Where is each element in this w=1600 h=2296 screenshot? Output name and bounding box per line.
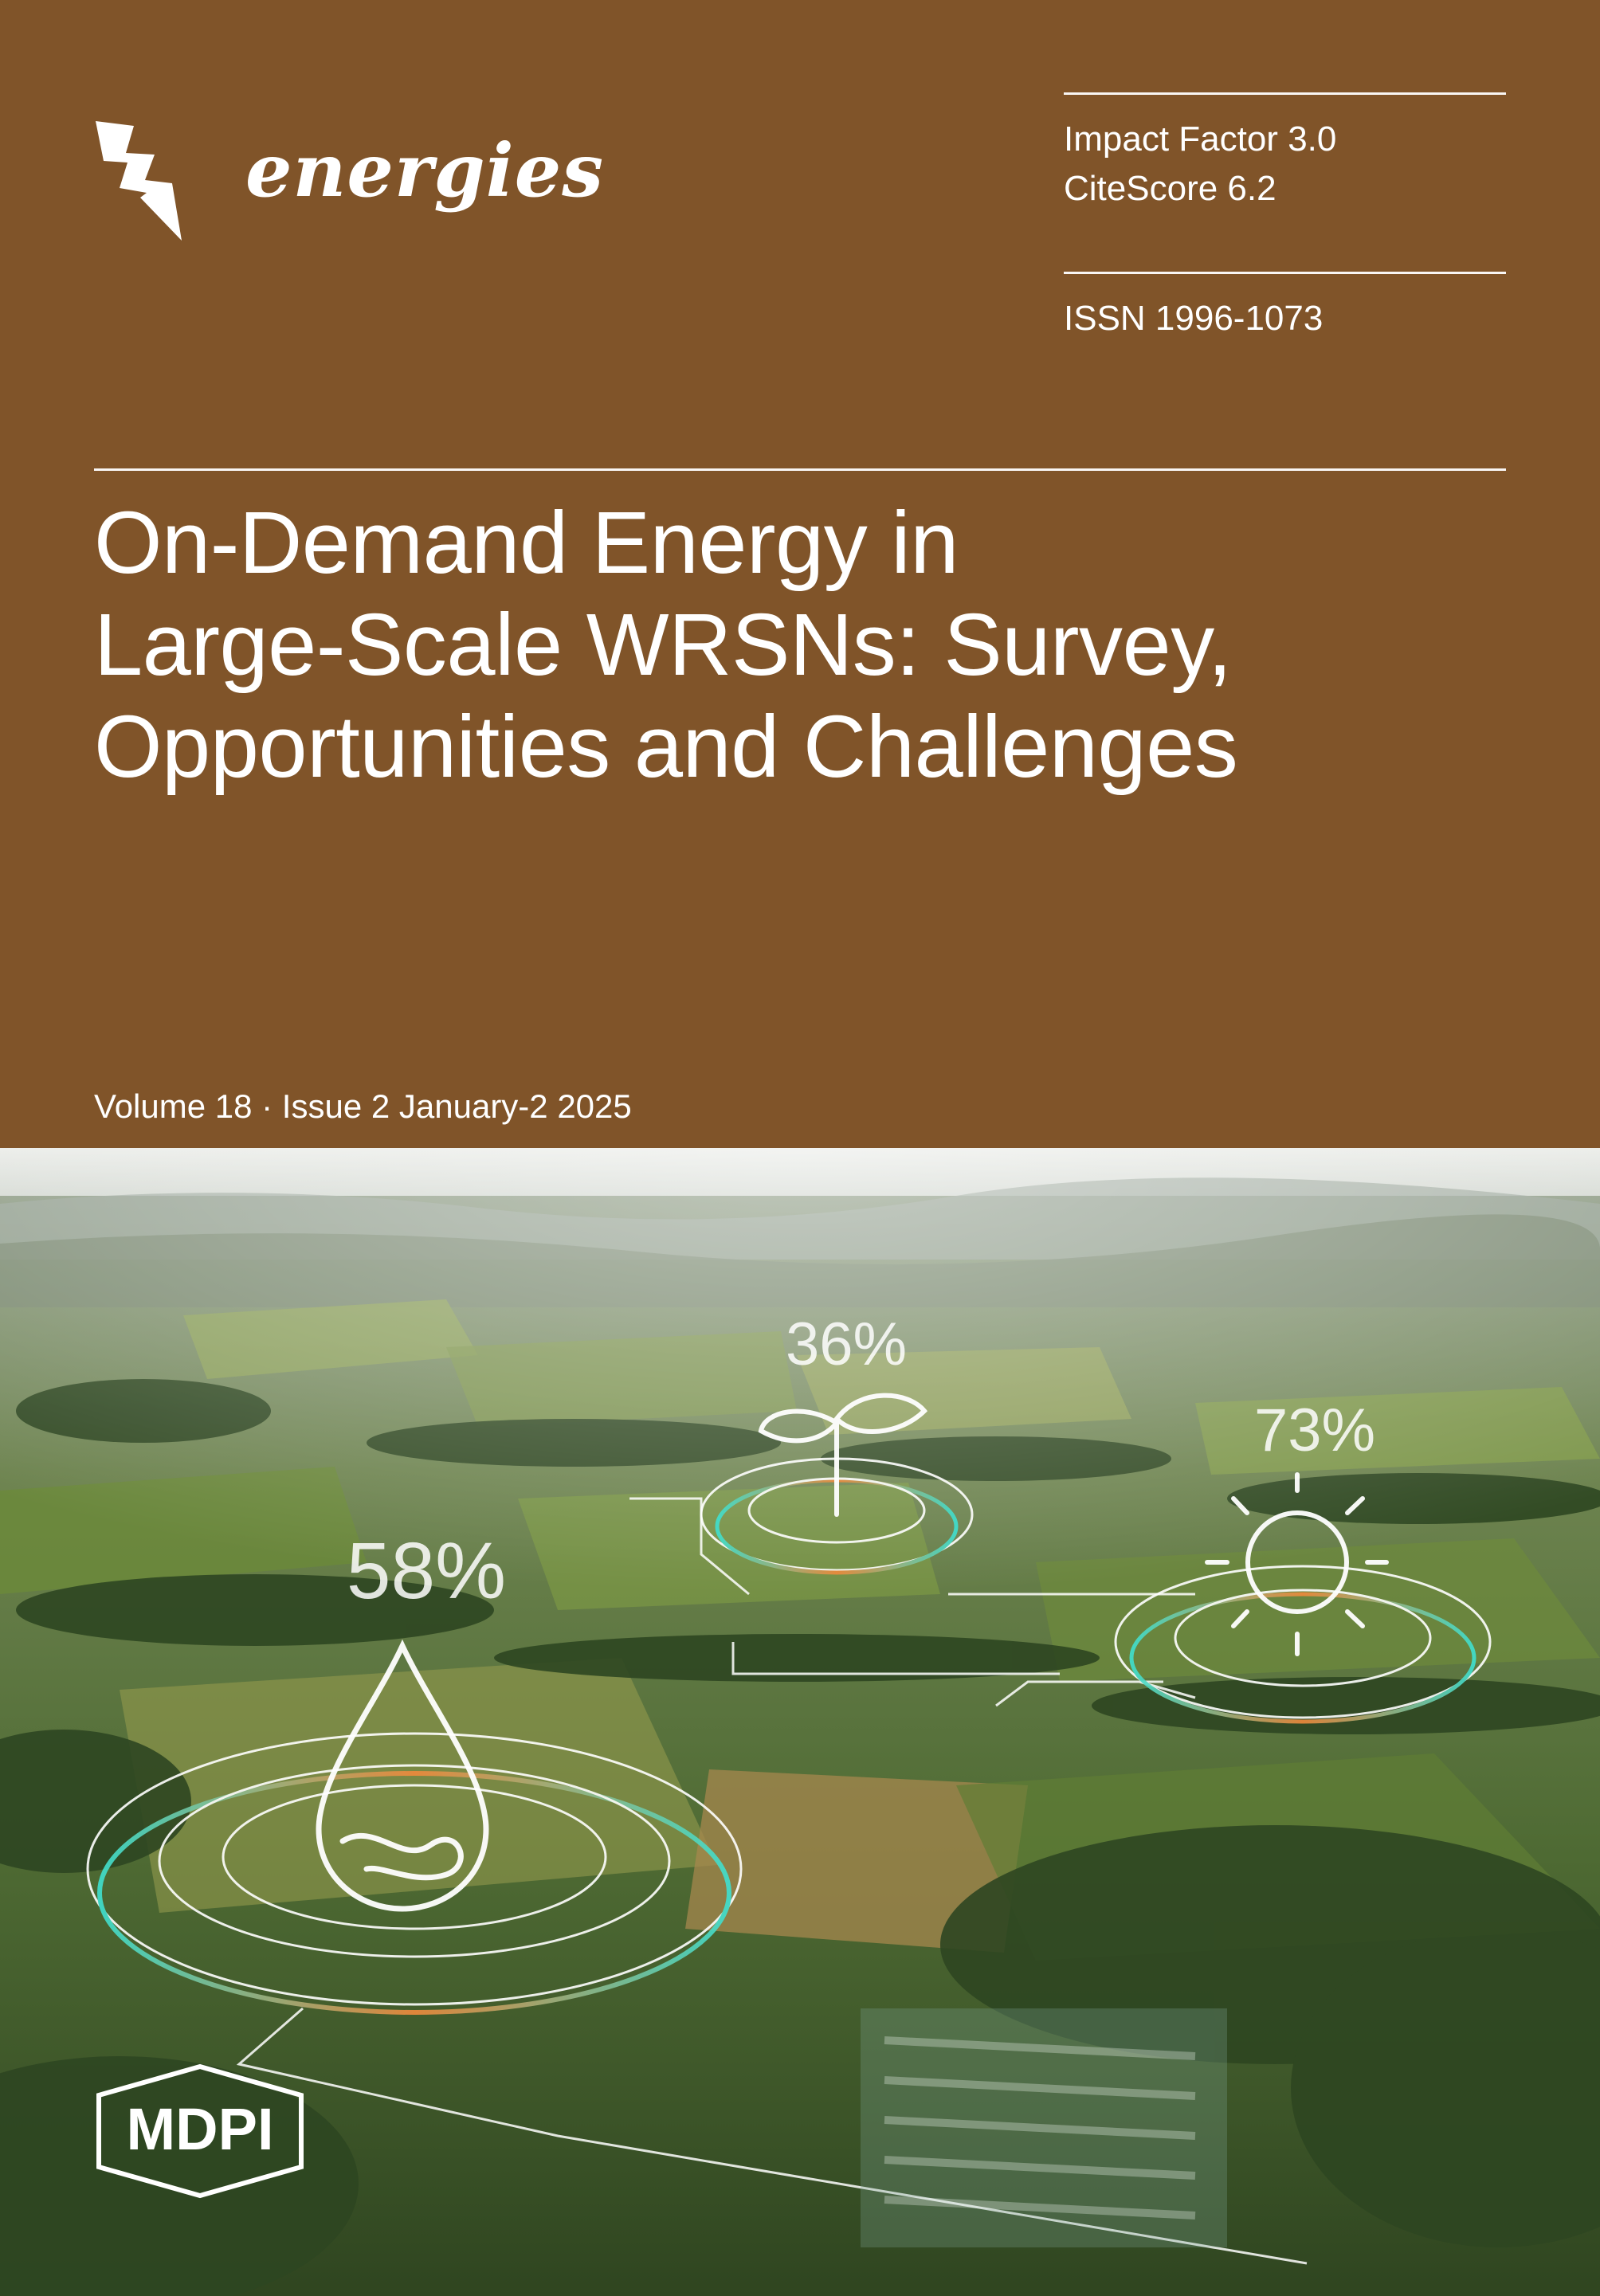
publisher-name: MDPI: [127, 2096, 274, 2162]
title-line-1: On-Demand Energy in: [94, 494, 959, 592]
lightning-bolt-icon: [96, 121, 182, 241]
issue-label: Volume 18 · Issue 2 January-2 2025: [94, 1087, 632, 1125]
article-title: On-Demand Energy in Large-Scale WRSNs: S…: [94, 492, 1528, 798]
issn: ISSN 1996-1073: [1064, 299, 1324, 338]
sprout-icon: [758, 1393, 928, 1517]
title-rule: [94, 468, 1506, 471]
top-rule: [1064, 92, 1506, 95]
mdpi-logo: MDPI: [96, 2063, 304, 2199]
title-line-2: Large-Scale WRSNs: Survey,: [94, 596, 1232, 694]
landscape-illustration: 36% 73% 58%: [0, 1148, 1600, 2296]
sun-percent: 73%: [1254, 1397, 1375, 1464]
sun-ring: [1114, 1565, 1492, 1724]
citescore: CiteScore 6.2: [1064, 169, 1276, 208]
cover-photo: 36% 73% 58%: [0, 1148, 1600, 2296]
water-drop-icon: [316, 1639, 489, 1912]
journal-name: energies: [245, 127, 605, 214]
cover-header: energies Impact Factor 3.0 CiteScore 6.2…: [94, 92, 1528, 1125]
water-percent: 58%: [347, 1526, 506, 1616]
title-line-3: Opportunities and Challenges: [94, 698, 1238, 796]
metrics-rule: [1064, 272, 1506, 274]
water-ring: [86, 1732, 743, 2015]
sun-icon: [1205, 1472, 1389, 1656]
impact-factor: Impact Factor 3.0: [1064, 120, 1337, 159]
plant-percent: 36%: [786, 1311, 907, 1378]
data-panel: [861, 2008, 1227, 2247]
